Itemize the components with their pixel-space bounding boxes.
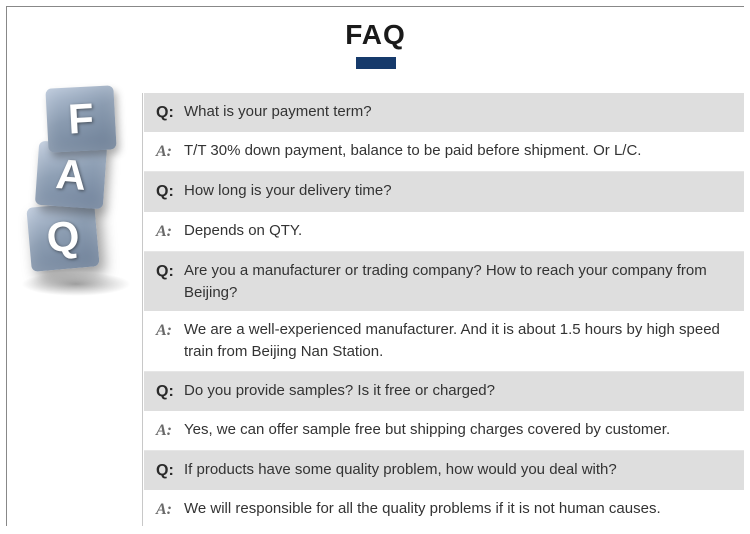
block-shadow (21, 272, 131, 296)
q-text: Are you a manufacturer or trading compan… (180, 260, 730, 304)
a-text: T/T 30% down payment, balance to be paid… (180, 140, 641, 162)
a-text: We will responsible for all the quality … (180, 498, 661, 520)
q-label: Q: (156, 180, 180, 203)
faq-answer-row: A:We will responsible for all the qualit… (144, 490, 744, 526)
faq-blocks-icon: Q A F (13, 87, 133, 307)
a-label: A: (156, 319, 180, 342)
a-text: Depends on QTY. (180, 220, 302, 242)
page-title: FAQ (7, 19, 744, 51)
faq-answer-row: A:We are a well-experienced manufacturer… (144, 311, 744, 372)
faq-question-row: Q:Do you provide samples? Is it free or … (144, 372, 744, 411)
a-label: A: (156, 498, 180, 521)
faq-question-row: Q:If products have some quality problem,… (144, 451, 744, 490)
faq-answer-row: A:Depends on QTY. (144, 212, 744, 252)
faq-answer-row: A:T/T 30% down payment, balance to be pa… (144, 132, 744, 172)
main: Q A F Q:What is your payment term?A:T/T … (7, 93, 744, 526)
a-label: A: (156, 140, 180, 163)
q-label: Q: (156, 101, 180, 124)
faq-question-row: Q:How long is your delivery time? (144, 172, 744, 211)
faq-question-row: Q:Are you a manufacturer or trading comp… (144, 252, 744, 312)
a-label: A: (156, 220, 180, 243)
a-text: Yes, we can offer sample free but shippi… (180, 419, 670, 441)
q-text: What is your payment term? (180, 101, 372, 123)
q-label: Q: (156, 380, 180, 403)
block-f-icon: F (45, 85, 116, 152)
title-area: FAQ (7, 7, 744, 69)
q-label: Q: (156, 459, 180, 482)
faq-graphic-column: Q A F (7, 93, 142, 526)
a-text: We are a well-experienced manufacturer. … (180, 319, 730, 363)
a-label: A: (156, 419, 180, 442)
q-text: If products have some quality problem, h… (180, 459, 617, 481)
accent-bar (356, 57, 396, 69)
page-frame: FAQ Q A F Q:What is your payment term?A:… (6, 6, 744, 526)
q-label: Q: (156, 260, 180, 283)
block-q-icon: Q (26, 202, 99, 272)
faq-list: Q:What is your payment term?A:T/T 30% do… (142, 93, 744, 526)
q-text: Do you provide samples? Is it free or ch… (180, 380, 495, 402)
q-text: How long is your delivery time? (180, 180, 392, 202)
faq-answer-row: A:Yes, we can offer sample free but ship… (144, 411, 744, 451)
faq-question-row: Q:What is your payment term? (144, 93, 744, 132)
